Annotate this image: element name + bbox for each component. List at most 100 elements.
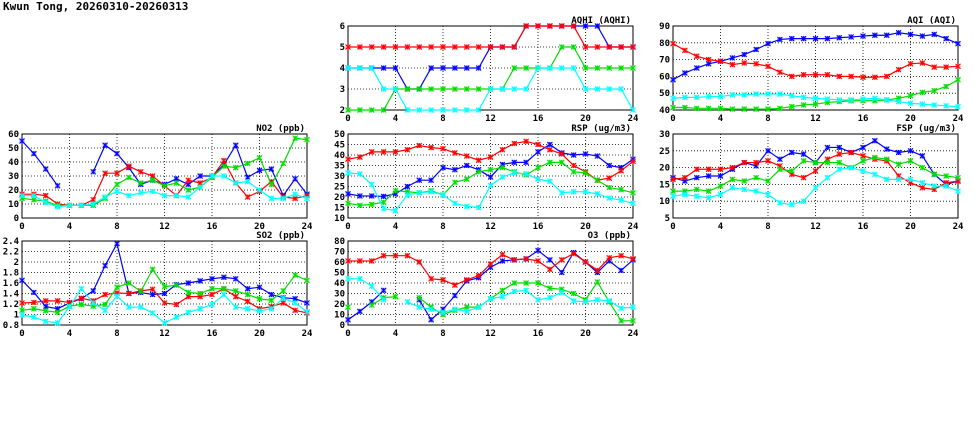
x-tick-label: 20 bbox=[254, 222, 265, 232]
marker-star bbox=[475, 204, 482, 211]
marker-star bbox=[753, 159, 759, 166]
data-point bbox=[919, 89, 926, 96]
chart-title: O3 (ppb) bbox=[588, 231, 631, 241]
y-tick-label: 6 bbox=[340, 22, 345, 32]
data-point bbox=[931, 102, 938, 108]
marker-star bbox=[618, 197, 624, 204]
marker-star bbox=[705, 194, 712, 201]
marker-star bbox=[221, 274, 227, 281]
data-point bbox=[800, 102, 807, 108]
data-point bbox=[368, 65, 375, 71]
marker-star bbox=[102, 291, 108, 298]
data-point bbox=[114, 170, 120, 177]
x-tick-label: 0 bbox=[345, 222, 350, 232]
marker-star bbox=[487, 86, 494, 92]
marker-star bbox=[895, 66, 902, 73]
data-point bbox=[499, 86, 506, 92]
data-point bbox=[682, 191, 688, 198]
data-point bbox=[66, 303, 73, 310]
x-tick-label: 16 bbox=[533, 114, 544, 124]
data-point bbox=[428, 316, 434, 323]
marker-star bbox=[280, 300, 287, 306]
marker-star bbox=[345, 107, 351, 113]
marker-star bbox=[268, 166, 275, 172]
y-tick-label: 70 bbox=[334, 248, 345, 258]
data-point bbox=[149, 286, 156, 293]
marker-star bbox=[705, 60, 712, 67]
marker-star bbox=[824, 144, 831, 151]
marker-star bbox=[558, 159, 565, 166]
data-point bbox=[185, 177, 192, 184]
data-point bbox=[606, 175, 613, 181]
data-point bbox=[173, 175, 180, 182]
data-point bbox=[463, 304, 470, 311]
marker-star bbox=[535, 141, 541, 148]
data-point bbox=[741, 159, 748, 166]
marker-star bbox=[729, 164, 736, 171]
data-point bbox=[292, 300, 298, 306]
marker-star bbox=[368, 193, 375, 199]
data-point bbox=[404, 183, 411, 190]
data-point bbox=[717, 93, 724, 100]
marker-star bbox=[800, 151, 807, 158]
marker-star bbox=[812, 184, 819, 191]
data-point bbox=[824, 71, 831, 78]
marker-star bbox=[547, 141, 553, 148]
data-point bbox=[777, 200, 783, 206]
marker-star bbox=[304, 277, 310, 284]
marker-star bbox=[630, 65, 636, 71]
marker-star bbox=[463, 304, 470, 311]
chart-fsp: 5 10 15 20 25 30 0 4 8 12 16 20 24 FSP (ug/m3) bbox=[659, 124, 964, 232]
x-tick-label: 24 bbox=[302, 329, 313, 339]
data-point bbox=[836, 166, 843, 173]
data-point bbox=[428, 86, 434, 92]
marker-star bbox=[292, 195, 298, 202]
chart-title: FSP (ug/m3) bbox=[896, 124, 956, 134]
data-point bbox=[173, 180, 180, 186]
data-point bbox=[777, 36, 783, 43]
y-tick-label: 15 bbox=[659, 180, 670, 190]
data-point bbox=[582, 86, 589, 92]
data-point bbox=[547, 178, 553, 185]
marker-star bbox=[729, 61, 736, 68]
marker-star bbox=[428, 44, 434, 50]
data-point bbox=[345, 190, 351, 197]
data-point bbox=[788, 35, 795, 42]
data-point bbox=[42, 166, 49, 172]
marker-star bbox=[440, 309, 446, 316]
marker-star bbox=[90, 168, 97, 175]
marker-star bbox=[630, 200, 636, 207]
data-point bbox=[606, 254, 613, 261]
y-tick-label: 1.2 bbox=[3, 300, 19, 310]
marker-star bbox=[392, 86, 399, 92]
data-point bbox=[345, 156, 351, 163]
data-point bbox=[812, 168, 819, 174]
marker-star bbox=[606, 86, 613, 92]
marker-star bbox=[475, 304, 482, 311]
marker-star bbox=[943, 183, 949, 189]
marker-star bbox=[535, 247, 541, 254]
marker-star bbox=[404, 192, 411, 198]
marker-star bbox=[705, 56, 712, 63]
data-point bbox=[582, 65, 589, 71]
marker-star bbox=[292, 175, 298, 182]
data-point bbox=[788, 73, 795, 80]
marker-star bbox=[78, 202, 85, 209]
marker-star bbox=[197, 305, 203, 312]
marker-star bbox=[173, 192, 180, 199]
marker-star bbox=[475, 272, 482, 279]
marker-star bbox=[872, 137, 878, 144]
marker-star bbox=[955, 188, 961, 194]
marker-star bbox=[416, 142, 423, 149]
marker-star bbox=[452, 292, 458, 299]
marker-star bbox=[392, 65, 399, 71]
data-point bbox=[185, 194, 192, 200]
data-point bbox=[173, 282, 180, 288]
marker-star bbox=[907, 100, 914, 107]
data-point bbox=[114, 181, 120, 188]
data-point bbox=[499, 164, 506, 171]
marker-star bbox=[824, 174, 831, 181]
data-point bbox=[161, 320, 168, 326]
data-point bbox=[345, 169, 351, 176]
